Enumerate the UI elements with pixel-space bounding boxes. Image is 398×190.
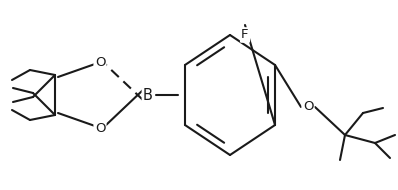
Text: O: O	[95, 55, 105, 69]
Text: F: F	[241, 28, 249, 41]
Text: O: O	[95, 121, 105, 135]
Text: B: B	[143, 88, 153, 102]
Text: O: O	[303, 101, 313, 113]
